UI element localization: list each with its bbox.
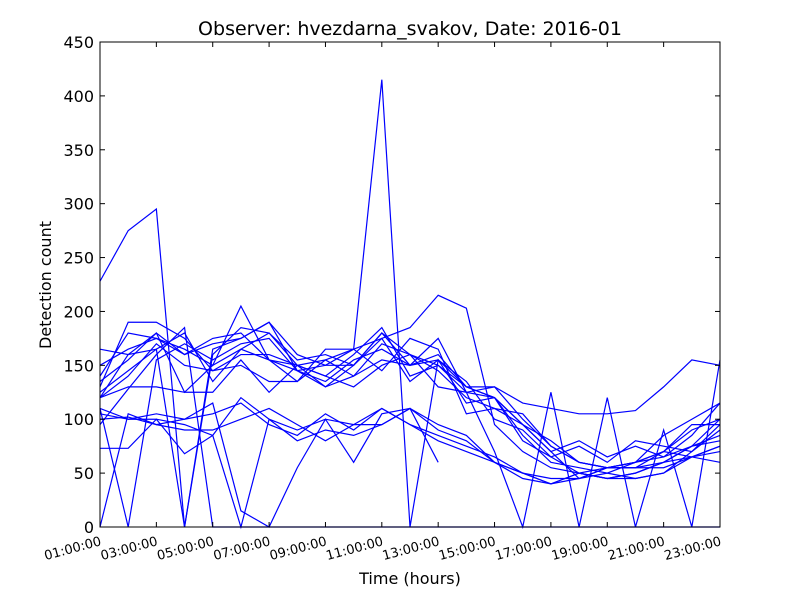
y-tick-label: 200: [63, 302, 94, 321]
y-tick-label: 400: [63, 87, 94, 106]
x-tick-label: 11:00:00: [325, 534, 385, 564]
y-tick-label: 350: [63, 141, 94, 160]
plot-frame: [99, 41, 721, 528]
y-tick-label: 0: [84, 518, 94, 537]
chart-title: Observer: hvezdarna_svakov, Date: 2016-0…: [198, 18, 622, 40]
x-tick-label: 05:00:00: [155, 534, 215, 564]
x-axis-label: Time (hours): [358, 569, 461, 588]
y-axis: 0 50 100 150 200 250 300 350 400 450: [63, 33, 720, 537]
x-tick-label: 19:00:00: [550, 534, 610, 564]
series-line-1: [99, 207, 721, 528]
x-tick-label: 15:00:00: [437, 534, 497, 564]
x-tick-label: 21:00:00: [606, 534, 666, 564]
x-axis: 01:00:0003:00:0005:00:0007:00:0009:00:00…: [43, 42, 723, 564]
series-line-17: [99, 342, 721, 415]
y-tick-label: 450: [63, 33, 94, 52]
series-layer: [99, 79, 721, 530]
y-axis-label: Detection count: [36, 221, 55, 349]
x-tick-label: 09:00:00: [268, 534, 328, 564]
x-tick-label: 07:00:00: [212, 534, 272, 564]
x-tick-label: 23:00:00: [663, 534, 723, 564]
y-tick-label: 100: [63, 410, 94, 429]
x-tick-label: 13:00:00: [381, 534, 441, 564]
x-tick-label: 01:00:00: [43, 534, 103, 564]
series-line-2: [99, 79, 721, 528]
x-tick-label: 17:00:00: [494, 534, 554, 564]
y-tick-label: 50: [74, 464, 94, 483]
x-tick-label: 03:00:00: [99, 534, 159, 564]
series-line-9: [99, 321, 721, 480]
y-tick-label: 300: [63, 195, 94, 214]
series-line-13: [100, 407, 721, 530]
y-tick-label: 250: [63, 249, 94, 268]
series-line-10: [99, 353, 721, 530]
y-tick-label: 150: [63, 356, 94, 375]
